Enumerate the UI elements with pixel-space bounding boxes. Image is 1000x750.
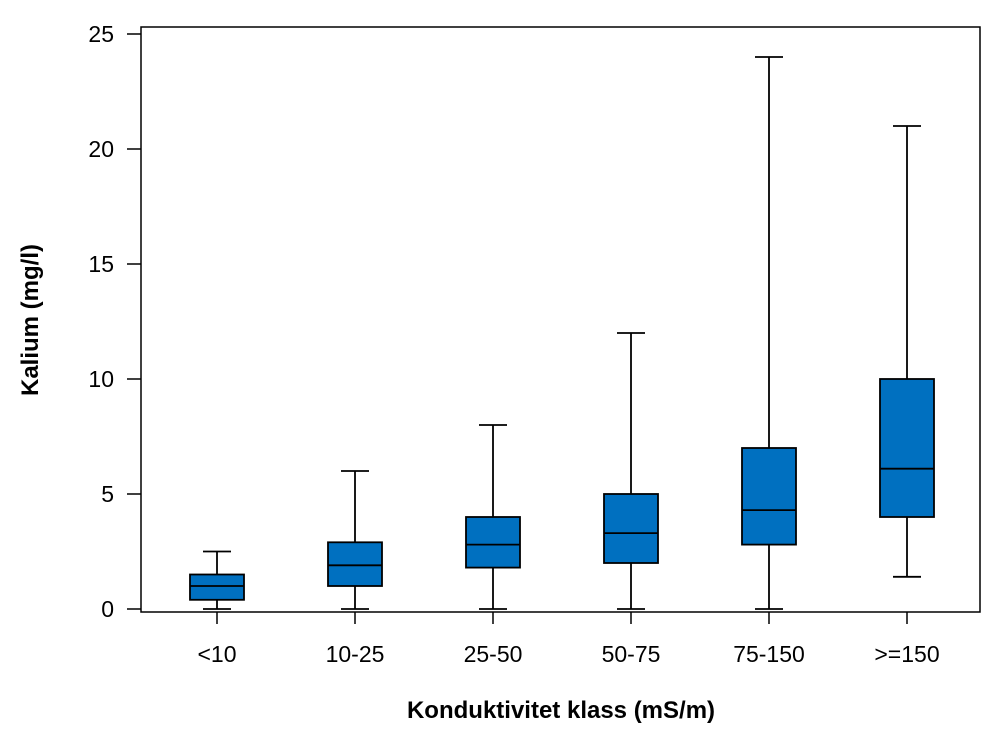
x-axis-title: Konduktivitet klass (mS/m) — [407, 697, 715, 724]
y-tick-label: 20 — [88, 136, 114, 162]
x-tick-label: 10-25 — [326, 641, 385, 667]
x-tick-label: >=150 — [874, 641, 939, 667]
iqr-box — [741, 447, 797, 546]
box-1 — [189, 550, 245, 610]
x-axis: <10 10-25 25-50 50-75 75-150 >=150 — [197, 612, 940, 667]
box-4 — [603, 332, 659, 610]
iqr-box — [189, 573, 245, 601]
box-2 — [327, 470, 383, 610]
iqr-box — [879, 378, 935, 518]
y-tick-label: 25 — [88, 21, 114, 47]
x-tick-label: 75-150 — [733, 641, 805, 667]
y-tick-label: 0 — [101, 596, 114, 622]
iqr-box — [603, 493, 659, 564]
y-tick-label: 5 — [101, 481, 114, 507]
boxes-group — [189, 56, 935, 610]
box-3 — [465, 424, 521, 610]
box-5 — [741, 56, 797, 610]
y-axis-title: Kalium (mg/l) — [17, 244, 44, 396]
x-tick-label: <10 — [197, 641, 236, 667]
y-tick-label: 10 — [88, 366, 114, 392]
iqr-box — [327, 541, 383, 587]
y-axis: 0 5 10 15 20 25 — [88, 21, 141, 622]
y-tick-label: 15 — [88, 251, 114, 277]
iqr-box — [465, 516, 521, 569]
x-tick-label: 50-75 — [602, 641, 661, 667]
x-tick-label: 25-50 — [464, 641, 523, 667]
box-6 — [879, 125, 935, 578]
plot-area — [140, 26, 981, 613]
